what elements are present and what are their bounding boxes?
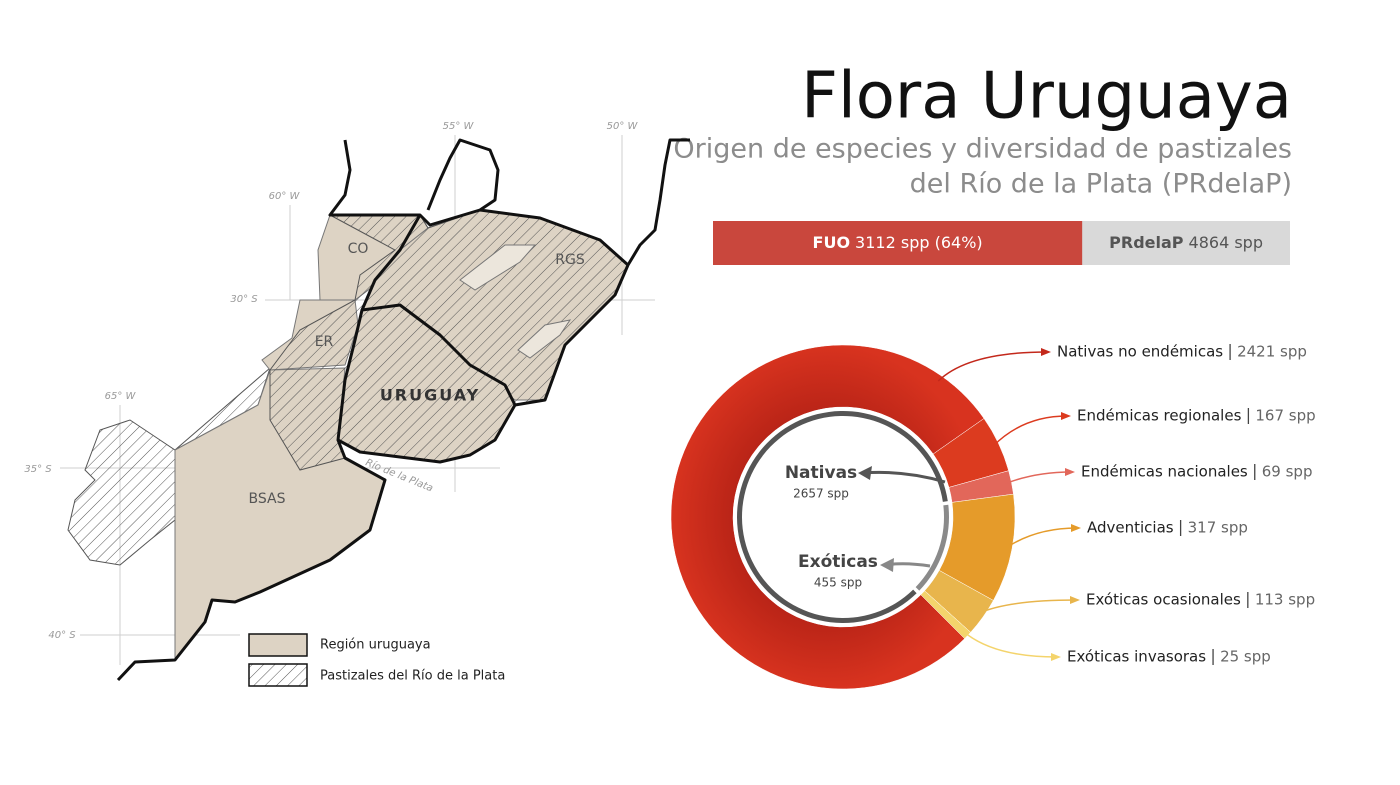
subtitle: del Río de la Plata (PRdelaP)	[910, 169, 1292, 200]
leader-arrow	[962, 630, 1058, 658]
uruguay-border	[336, 303, 517, 464]
leader-arrow	[1005, 471, 1072, 485]
map: 55° W 50° W 60° W 65° W 30° S 35° S 40° …	[24, 121, 690, 687]
leader-arrow-head	[1071, 524, 1081, 532]
inner-arrow-head	[858, 466, 872, 480]
graticule-label: 35° S	[24, 464, 52, 475]
subtitle: Origen de especies y diversidad de pasti…	[673, 134, 1292, 165]
leader-arrow-head	[1041, 348, 1051, 356]
lake	[517, 319, 572, 359]
region-label: BSAS	[249, 491, 286, 507]
category-label: Nativas no endémicas	[1057, 343, 1223, 361]
category-label: Exóticas ocasionales	[1086, 591, 1241, 609]
inner-arrow	[861, 470, 946, 484]
leader-arrow-head	[1061, 412, 1071, 420]
category-label: Exóticas invasoras	[1067, 648, 1206, 666]
value-label: 2421 spp	[1237, 343, 1307, 361]
category-label: Endémicas regionales	[1077, 407, 1242, 425]
leader-arrow-head	[1051, 653, 1061, 661]
donut-segment	[920, 590, 971, 639]
leader-arrow	[1005, 527, 1078, 549]
legend-label: Pastizales del Río de la Plata	[320, 669, 505, 684]
value-label: 113 spp	[1255, 591, 1315, 609]
value-label: 317 spp	[1188, 519, 1248, 537]
leader-arrow	[992, 415, 1068, 447]
coastline	[116, 138, 690, 682]
category-label: Adventicias	[1087, 519, 1174, 537]
inner-segment	[736, 411, 948, 623]
leader-arrow	[937, 351, 1048, 382]
graticule-label: 30° S	[230, 294, 258, 305]
bar	[713, 221, 1083, 265]
region-label: CO	[348, 241, 369, 257]
title: Flora Uruguaya	[801, 60, 1292, 134]
graticule-label: 65° W	[105, 391, 137, 402]
inner-label: Exóticas	[798, 552, 878, 572]
value-label: 69 spp	[1262, 463, 1313, 481]
value-label: 167 spp	[1255, 407, 1315, 425]
bar-label: PRdelaP 4864 spp	[1109, 233, 1263, 252]
region-label: ER	[315, 334, 334, 350]
legend-swatch	[248, 663, 308, 687]
graticule-label: 40° S	[48, 630, 76, 641]
graticule-label: 55° W	[443, 121, 475, 132]
legend-swatch	[248, 633, 308, 657]
leader-arrow-head	[1065, 468, 1075, 476]
hatched-area	[67, 366, 272, 566]
inner-segment	[915, 504, 949, 591]
leader-arrow	[977, 599, 1077, 615]
category-label: Endémicas nacionales	[1081, 463, 1248, 481]
value-label: 25 spp	[1220, 648, 1271, 666]
lake	[459, 244, 537, 291]
inner-arrow-head	[880, 558, 894, 572]
region-label: URUGUAY	[380, 386, 480, 405]
leader-arrow-head	[1070, 596, 1080, 604]
graticule-label: 60° W	[269, 191, 301, 202]
inner-value-label: 2657 spp	[793, 487, 849, 501]
inner-value-label: 455 spp	[814, 576, 862, 590]
donut-segment	[670, 344, 985, 690]
bar-label: FUO 3112 spp (64%)	[813, 233, 983, 252]
value-label: 3112 spp (64%)	[855, 233, 983, 252]
inner-label: Nativas	[785, 463, 857, 483]
region-label: RGS	[555, 252, 585, 268]
legend-label: Región uruguaya	[320, 638, 431, 653]
graticule-label: 50° W	[607, 121, 639, 132]
series-name: PRdelaP	[1109, 233, 1184, 252]
series-name: FUO	[813, 233, 851, 252]
value-label: 4864 spp	[1189, 233, 1263, 252]
